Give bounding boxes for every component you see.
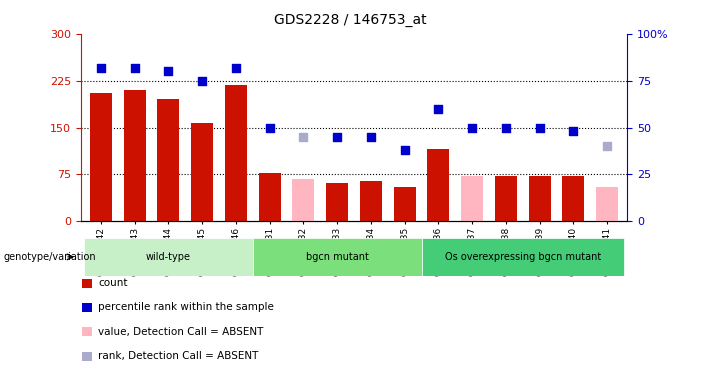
Bar — [596, 187, 618, 221]
Text: GDS2228 / 146753_at: GDS2228 / 146753_at — [274, 13, 427, 27]
Point — [534, 124, 545, 130]
Text: count: count — [98, 278, 128, 288]
Point — [95, 64, 107, 70]
Bar — [394, 187, 416, 221]
Text: value, Detection Call = ABSENT: value, Detection Call = ABSENT — [98, 327, 264, 337]
Point — [467, 124, 478, 130]
Point — [196, 78, 207, 84]
Bar — [529, 176, 550, 221]
Bar — [326, 183, 348, 221]
Bar — [292, 179, 314, 221]
Bar — [82, 352, 92, 361]
Text: Os overexpressing bgcn mutant: Os overexpressing bgcn mutant — [444, 252, 601, 262]
Bar — [82, 279, 92, 288]
Point — [433, 106, 444, 112]
Point — [163, 68, 174, 74]
Bar — [84, 238, 253, 276]
Bar — [421, 238, 624, 276]
Point — [365, 134, 376, 140]
Point — [129, 64, 140, 70]
Bar — [90, 93, 112, 221]
Bar — [191, 123, 213, 221]
Bar — [259, 172, 280, 221]
Point — [568, 128, 579, 134]
Bar — [495, 176, 517, 221]
Text: percentile rank within the sample: percentile rank within the sample — [98, 303, 274, 312]
Bar — [428, 149, 449, 221]
Point — [298, 134, 309, 140]
Bar — [253, 238, 421, 276]
Bar — [82, 327, 92, 336]
Point — [332, 134, 343, 140]
Bar — [360, 181, 382, 221]
Bar — [123, 90, 146, 221]
Point — [230, 64, 241, 70]
Text: wild-type: wild-type — [146, 252, 191, 262]
Point — [399, 147, 410, 153]
Point — [264, 124, 275, 130]
Bar — [225, 85, 247, 221]
Bar — [82, 303, 92, 312]
Point — [601, 143, 613, 149]
Text: genotype/variation: genotype/variation — [4, 252, 96, 262]
Bar — [158, 99, 179, 221]
Bar — [461, 176, 483, 221]
Point — [501, 124, 512, 130]
Text: bgcn mutant: bgcn mutant — [306, 252, 369, 262]
Bar — [562, 176, 585, 221]
Text: rank, Detection Call = ABSENT: rank, Detection Call = ABSENT — [98, 351, 259, 361]
